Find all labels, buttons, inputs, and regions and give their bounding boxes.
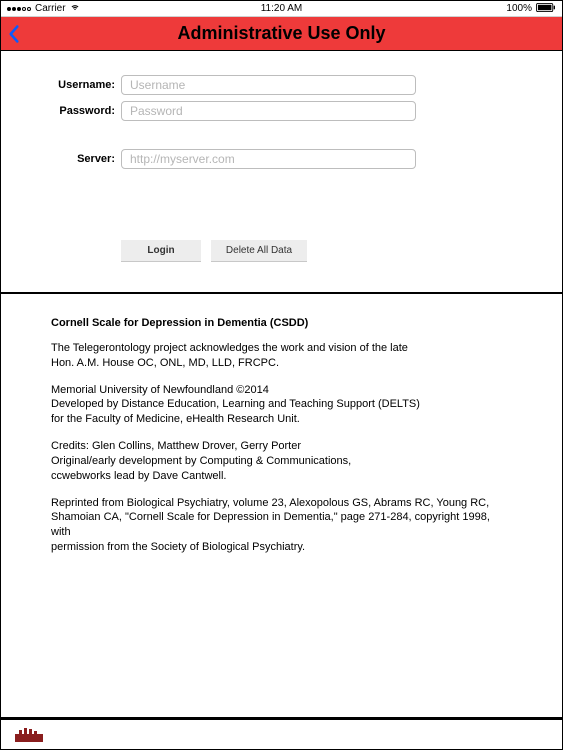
back-button[interactable]	[7, 24, 27, 44]
credits-line: permission from the Society of Biologica…	[51, 540, 512, 555]
credits-section: Cornell Scale for Depression in Dementia…	[1, 294, 562, 717]
status-bar: Carrier 11:20 AM 100%	[1, 1, 562, 17]
credits-paragraph-4: Reprinted from Biological Psychiatry, vo…	[51, 496, 512, 555]
credits-line: The Telegerontology project acknowledges…	[51, 341, 512, 356]
credits-line: Reprinted from Biological Psychiatry, vo…	[51, 496, 512, 511]
status-left: Carrier	[7, 3, 80, 14]
login-button[interactable]: Login	[121, 239, 201, 262]
footer-bar	[1, 719, 562, 749]
server-label: Server:	[51, 153, 121, 165]
status-right: 100%	[506, 3, 556, 15]
chevron-left-icon	[7, 24, 21, 44]
credits-paragraph-2: Memorial University of Newfoundland ©201…	[51, 383, 512, 428]
username-input[interactable]	[121, 75, 416, 95]
credits-line: Developed by Distance Education, Learnin…	[51, 397, 512, 412]
credits-paragraph-3: Credits: Glen Collins, Matthew Drover, G…	[51, 439, 512, 484]
credits-line: Shamoian CA, "Cornell Scale for Depressi…	[51, 510, 512, 540]
delete-all-data-button[interactable]: Delete All Data	[211, 239, 307, 262]
signal-dots-icon	[7, 7, 31, 11]
wifi-icon	[70, 3, 80, 14]
credits-paragraph-1: The Telegerontology project acknowledges…	[51, 341, 512, 371]
username-label: Username:	[51, 79, 121, 91]
header-bar: Administrative Use Only	[1, 17, 562, 51]
login-form: Username: Password: Server: Login Delete…	[1, 51, 562, 292]
page-title: Administrative Use Only	[177, 23, 385, 44]
server-row: Server:	[51, 149, 512, 169]
credits-line: Original/early development by Computing …	[51, 454, 512, 469]
password-input[interactable]	[121, 101, 416, 121]
credits-line: ccwebworks lead by Dave Cantwell.	[51, 469, 512, 484]
username-row: Username:	[51, 75, 512, 95]
status-time: 11:20 AM	[261, 3, 303, 14]
credits-heading: Cornell Scale for Depression in Dementia…	[51, 316, 512, 331]
battery-percent: 100%	[506, 3, 532, 14]
password-row: Password:	[51, 101, 512, 121]
button-row: Login Delete All Data	[121, 239, 512, 262]
password-label: Password:	[51, 105, 121, 117]
carrier-label: Carrier	[35, 3, 66, 14]
server-input[interactable]	[121, 149, 416, 169]
credits-line: Hon. A.M. House OC, ONL, MD, LLD, FRCPC.	[51, 356, 512, 371]
battery-icon	[536, 3, 556, 15]
credits-line: for the Faculty of Medicine, eHealth Res…	[51, 412, 512, 427]
memorial-university-logo-icon	[15, 728, 43, 742]
credits-line: Credits: Glen Collins, Matthew Drover, G…	[51, 439, 512, 454]
credits-line: Memorial University of Newfoundland ©201…	[51, 383, 512, 398]
